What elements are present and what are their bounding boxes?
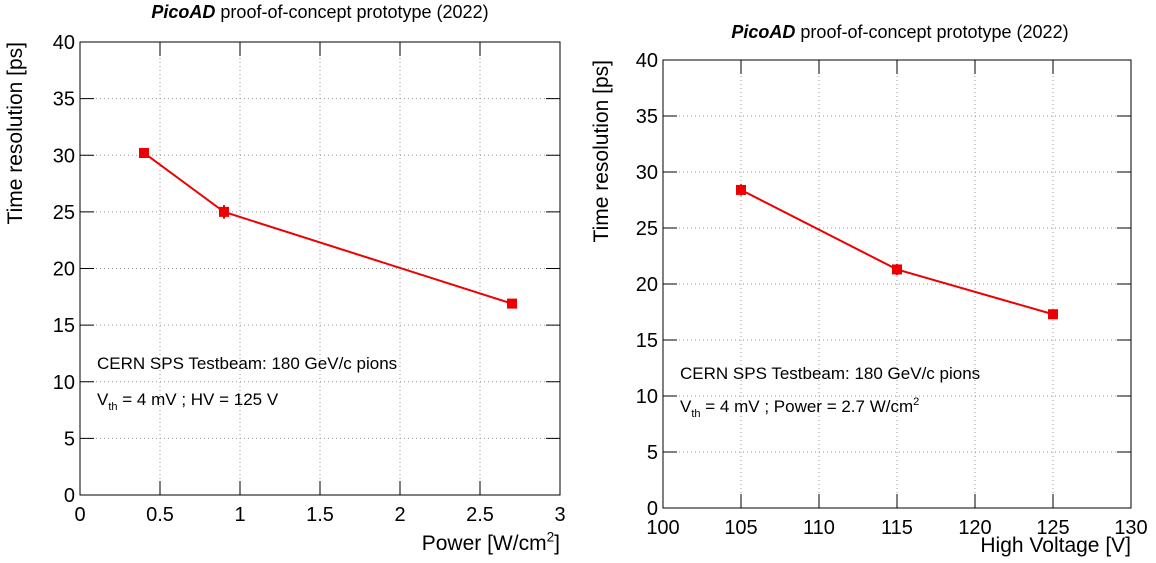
text-run: th (691, 408, 700, 420)
text-run: V (97, 390, 109, 409)
x-axis-label: Power [W/cm2] (422, 530, 560, 555)
x-tick-label: 105 (724, 517, 757, 539)
data-point (1048, 309, 1058, 320)
text-run: = 4 mV ; HV = 125 V (118, 390, 279, 409)
y-tick-label: 35 (636, 106, 658, 128)
y-tick-label: 20 (53, 259, 75, 281)
plot-frame (79, 41, 561, 496)
text-run: Time resolution [ps] (590, 60, 613, 242)
x-tick-label: 100 (646, 517, 679, 539)
annotation: CERN SPS Testbeam: 180 GeV/c pions (97, 354, 397, 373)
title-emphasis: PicoAD (731, 22, 795, 42)
y-tick-label: 0 (64, 485, 75, 507)
annotation: Vth = 4 mV ; HV = 125 V (97, 390, 279, 413)
text-run: V (680, 397, 692, 416)
y-tick-label: 40 (53, 32, 75, 54)
chart-title: PicoAD proof-of-concept prototype (2022) (731, 22, 1068, 42)
plot-frame (662, 59, 1132, 509)
text-run: High Voltage [V] (980, 534, 1131, 557)
text-run: CERN SPS Testbeam: 180 GeV/c pions (680, 364, 980, 383)
y-tick-label: 25 (636, 218, 658, 240)
x-tick-label: 2.5 (466, 504, 494, 526)
text-run: ] (554, 532, 560, 555)
y-tick-label: 5 (64, 428, 75, 450)
x-tick-label: 3 (554, 504, 565, 526)
x-tick-label: 2 (394, 504, 405, 526)
annotation: Vth = 4 mV ; Power = 2.7 W/cm2 (680, 396, 919, 420)
y-tick-label: 15 (53, 315, 75, 337)
x-tick-label: 115 (881, 517, 913, 539)
x-tick-label: 130 (1114, 517, 1147, 539)
text-run: th (108, 401, 117, 413)
data-point (139, 147, 149, 158)
data-point (507, 298, 517, 309)
series-line (143, 152, 513, 305)
title-emphasis: PicoAD (151, 2, 215, 22)
y-tick-label: 15 (636, 330, 658, 352)
x-tick-label: 0.5 (146, 504, 174, 526)
x-tick-label: 1.5 (306, 504, 334, 526)
text-run: CERN SPS Testbeam: 180 GeV/c pions (97, 354, 397, 373)
x-tick-label: 110 (803, 517, 835, 539)
y-axis-label: Time resolution [ps] (4, 42, 27, 224)
x-tick-label: 120 (958, 517, 991, 539)
x-tick-label: 0 (74, 504, 85, 526)
y-tick-label: 0 (647, 498, 658, 520)
data-point (219, 206, 229, 217)
text-run: 2 (547, 530, 555, 545)
y-tick-label: 20 (636, 274, 658, 296)
x-axis-label: High Voltage [V] (980, 534, 1131, 557)
title-text: proof-of-concept prototype (2022) (220, 2, 488, 22)
y-tick-label: 5 (647, 442, 658, 464)
text-run: Time resolution [ps] (4, 42, 27, 224)
text-run: = 4 mV ; Power = 2.7 W/cm (701, 397, 914, 416)
y-axis-label: Time resolution [ps] (590, 60, 613, 242)
y-tick-label: 30 (636, 162, 658, 184)
x-tick-label: 125 (1036, 517, 1069, 539)
chart-title: PicoAD proof-of-concept prototype (2022) (151, 2, 488, 22)
data-point (736, 184, 746, 195)
y-tick-label: 30 (53, 145, 75, 167)
x-tick-label: 1 (234, 504, 245, 526)
y-tick-label: 10 (636, 386, 658, 408)
annotation: CERN SPS Testbeam: 180 GeV/c pions (680, 364, 980, 383)
title-text: proof-of-concept prototype (2022) (800, 22, 1068, 42)
y-tick-label: 10 (53, 372, 75, 394)
y-tick-label: 25 (53, 202, 75, 224)
y-tick-label: 40 (636, 50, 658, 72)
text-run: 2 (913, 396, 919, 408)
y-tick-label: 35 (53, 89, 75, 111)
text-run: Power [W/cm (422, 532, 547, 555)
data-point (892, 264, 902, 275)
